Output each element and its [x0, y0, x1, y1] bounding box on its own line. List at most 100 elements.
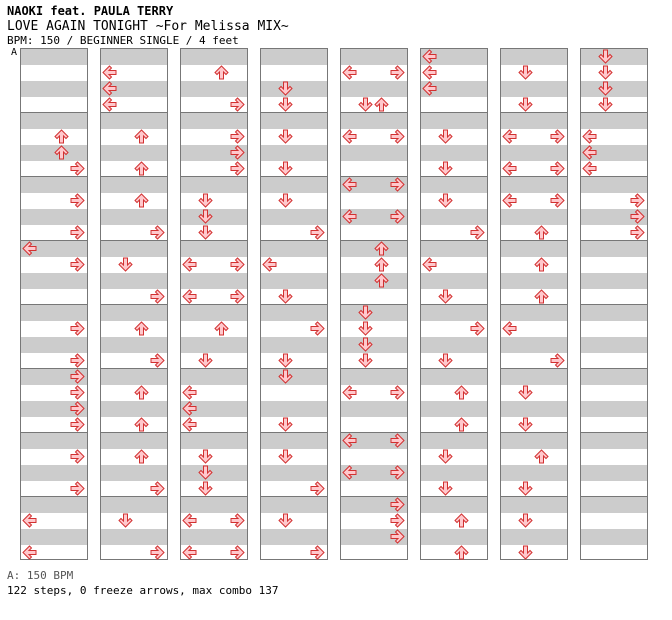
right-arrow-icon — [150, 225, 165, 240]
down-arrow-icon — [518, 545, 533, 560]
measure-line — [21, 240, 87, 241]
measure-line — [501, 496, 567, 497]
down-arrow-icon — [358, 321, 373, 336]
down-arrow-icon — [518, 481, 533, 496]
measure-line — [101, 176, 167, 177]
right-arrow-icon — [150, 353, 165, 368]
down-arrow-icon — [358, 305, 373, 320]
chart-info: BPM: 150 / BEGINNER SINGLE / 4 feet — [7, 34, 239, 47]
right-arrow-icon — [310, 225, 325, 240]
measure-line — [421, 112, 487, 113]
down-arrow-icon — [438, 449, 453, 464]
left-arrow-icon — [342, 177, 357, 192]
left-arrow-icon — [22, 513, 37, 528]
down-arrow-icon — [278, 417, 293, 432]
measure-line — [181, 304, 247, 305]
measure-line — [421, 432, 487, 433]
right-arrow-icon — [70, 321, 85, 336]
down-arrow-icon — [118, 257, 133, 272]
measure-line — [501, 432, 567, 433]
measure-line — [261, 112, 327, 113]
left-arrow-icon — [22, 241, 37, 256]
left-arrow-icon — [422, 65, 437, 80]
measure-line — [421, 496, 487, 497]
right-arrow-icon — [230, 145, 245, 160]
right-arrow-icon — [150, 481, 165, 496]
down-arrow-icon — [358, 353, 373, 368]
down-arrow-icon — [278, 97, 293, 112]
up-arrow-icon — [374, 273, 389, 288]
measure-line — [261, 432, 327, 433]
down-arrow-icon — [278, 449, 293, 464]
left-arrow-icon — [22, 545, 37, 560]
song-artist: NAOKI feat. PAULA TERRY — [7, 4, 174, 18]
bpm-legend: A: 150 BPM — [7, 569, 74, 582]
measure-line — [101, 112, 167, 113]
measure-line — [341, 496, 407, 497]
down-arrow-icon — [598, 49, 613, 64]
measure-line — [501, 368, 567, 369]
up-arrow-icon — [134, 321, 149, 336]
left-arrow-icon — [102, 97, 117, 112]
down-arrow-icon — [278, 353, 293, 368]
up-arrow-icon — [534, 289, 549, 304]
up-arrow-icon — [214, 65, 229, 80]
down-arrow-icon — [278, 369, 293, 384]
down-arrow-icon — [198, 209, 213, 224]
down-arrow-icon — [438, 129, 453, 144]
right-arrow-icon — [310, 481, 325, 496]
down-arrow-icon — [518, 97, 533, 112]
right-arrow-icon — [310, 545, 325, 560]
down-arrow-icon — [438, 193, 453, 208]
down-arrow-icon — [358, 97, 373, 112]
measure-line — [341, 432, 407, 433]
up-arrow-icon — [374, 97, 389, 112]
up-arrow-icon — [454, 545, 469, 560]
measure-line — [181, 432, 247, 433]
right-arrow-icon — [390, 385, 405, 400]
left-arrow-icon — [182, 545, 197, 560]
down-arrow-icon — [438, 289, 453, 304]
up-arrow-icon — [374, 241, 389, 256]
measure-line — [101, 240, 167, 241]
measure-line — [341, 176, 407, 177]
right-arrow-icon — [70, 369, 85, 384]
right-arrow-icon — [630, 193, 645, 208]
measure-line — [501, 176, 567, 177]
left-arrow-icon — [582, 161, 597, 176]
right-arrow-icon — [390, 497, 405, 512]
down-arrow-icon — [438, 481, 453, 496]
down-arrow-icon — [198, 465, 213, 480]
up-arrow-icon — [134, 161, 149, 176]
right-arrow-icon — [230, 97, 245, 112]
down-arrow-icon — [278, 161, 293, 176]
measure-line — [581, 112, 647, 113]
right-arrow-icon — [70, 481, 85, 496]
measure-line — [101, 432, 167, 433]
down-arrow-icon — [518, 385, 533, 400]
left-arrow-icon — [582, 129, 597, 144]
right-arrow-icon — [230, 161, 245, 176]
right-arrow-icon — [550, 353, 565, 368]
up-arrow-icon — [534, 449, 549, 464]
down-arrow-icon — [198, 481, 213, 496]
measure-line — [21, 496, 87, 497]
right-arrow-icon — [550, 193, 565, 208]
measure-line — [581, 240, 647, 241]
up-arrow-icon — [454, 417, 469, 432]
up-arrow-icon — [134, 417, 149, 432]
right-arrow-icon — [390, 129, 405, 144]
measure-line — [421, 304, 487, 305]
measure-line — [501, 240, 567, 241]
left-arrow-icon — [342, 385, 357, 400]
right-arrow-icon — [70, 353, 85, 368]
up-arrow-icon — [454, 385, 469, 400]
measure-line — [261, 240, 327, 241]
down-arrow-icon — [518, 65, 533, 80]
left-arrow-icon — [182, 417, 197, 432]
right-arrow-icon — [470, 225, 485, 240]
up-arrow-icon — [134, 129, 149, 144]
measure-line — [261, 176, 327, 177]
right-arrow-icon — [70, 449, 85, 464]
left-arrow-icon — [262, 257, 277, 272]
